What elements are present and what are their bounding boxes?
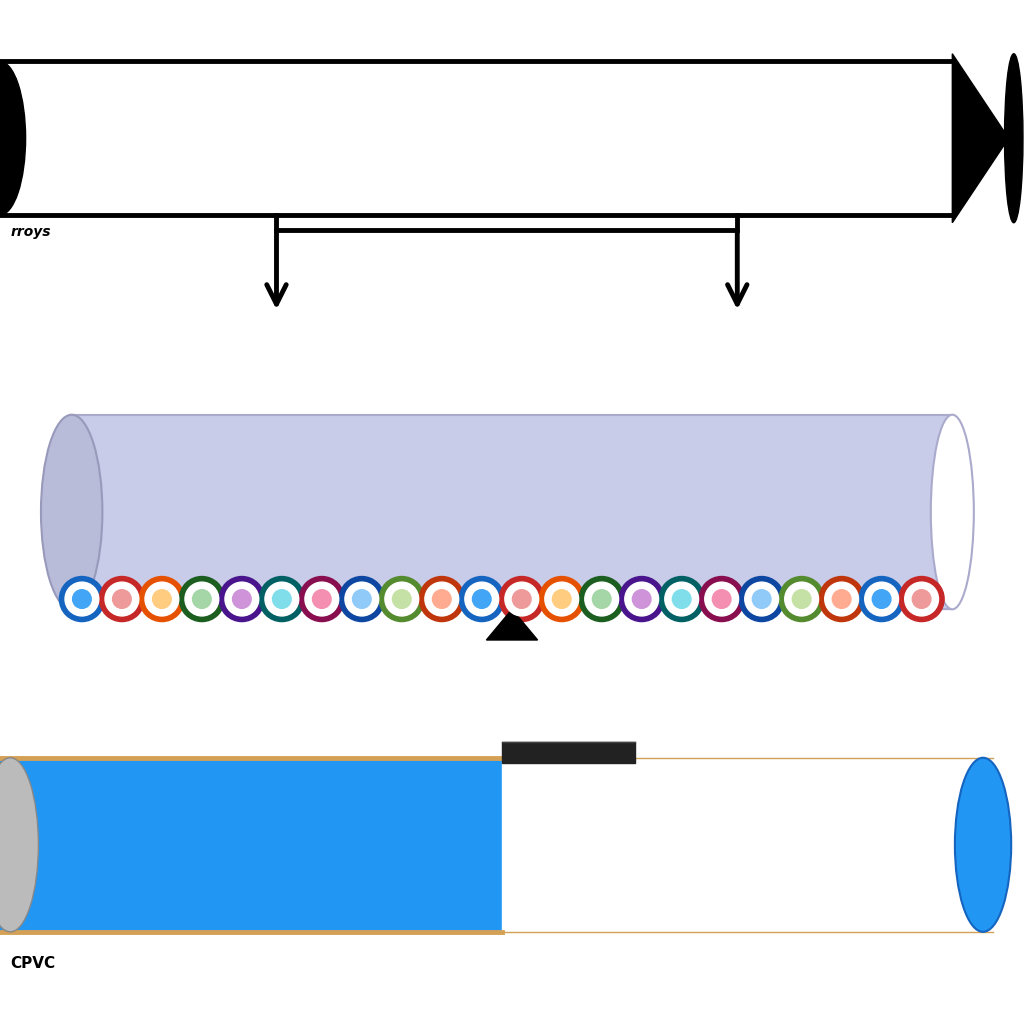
Circle shape: [779, 577, 824, 622]
Circle shape: [793, 590, 811, 608]
Text: CPVC: CPVC: [10, 955, 55, 971]
Circle shape: [665, 582, 698, 615]
Circle shape: [713, 590, 731, 608]
Circle shape: [673, 590, 691, 608]
Circle shape: [73, 590, 91, 608]
Circle shape: [219, 577, 264, 622]
Circle shape: [299, 577, 344, 622]
Circle shape: [552, 590, 571, 608]
Circle shape: [305, 582, 339, 615]
Circle shape: [232, 590, 251, 608]
Circle shape: [105, 582, 139, 615]
Circle shape: [179, 577, 224, 622]
Circle shape: [620, 577, 665, 622]
Circle shape: [744, 582, 778, 615]
Circle shape: [153, 590, 171, 608]
Ellipse shape: [954, 758, 1011, 932]
Circle shape: [66, 582, 98, 615]
Circle shape: [872, 590, 891, 608]
Circle shape: [432, 590, 452, 608]
Ellipse shape: [1005, 53, 1023, 223]
Circle shape: [753, 590, 771, 608]
Circle shape: [59, 577, 104, 622]
Circle shape: [392, 590, 411, 608]
Circle shape: [352, 590, 371, 608]
Circle shape: [265, 582, 299, 615]
Circle shape: [824, 582, 858, 615]
Circle shape: [580, 577, 625, 622]
Polygon shape: [952, 53, 1009, 223]
Circle shape: [339, 577, 384, 622]
Circle shape: [99, 577, 144, 622]
Circle shape: [145, 582, 179, 615]
Circle shape: [312, 590, 331, 608]
Circle shape: [540, 577, 585, 622]
Circle shape: [705, 582, 738, 615]
Circle shape: [259, 577, 304, 622]
Circle shape: [505, 582, 539, 615]
Circle shape: [625, 582, 658, 615]
Circle shape: [500, 577, 545, 622]
Circle shape: [912, 590, 931, 608]
Circle shape: [699, 577, 744, 622]
Circle shape: [113, 590, 131, 608]
Circle shape: [139, 577, 184, 622]
Circle shape: [739, 577, 784, 622]
Circle shape: [659, 577, 705, 622]
Circle shape: [419, 577, 464, 622]
Circle shape: [459, 577, 504, 622]
Circle shape: [512, 590, 531, 608]
Polygon shape: [486, 609, 538, 640]
Circle shape: [899, 577, 944, 622]
Circle shape: [784, 582, 818, 615]
Ellipse shape: [0, 61, 26, 215]
Circle shape: [545, 582, 579, 615]
Circle shape: [819, 577, 864, 622]
Circle shape: [472, 590, 492, 608]
Circle shape: [193, 590, 211, 608]
Circle shape: [385, 582, 419, 615]
Circle shape: [833, 590, 851, 608]
Circle shape: [465, 582, 499, 615]
Circle shape: [633, 590, 651, 608]
Ellipse shape: [931, 415, 974, 609]
Ellipse shape: [41, 415, 102, 609]
Circle shape: [593, 590, 611, 608]
Circle shape: [864, 582, 898, 615]
Circle shape: [272, 590, 291, 608]
Circle shape: [225, 582, 259, 615]
Circle shape: [185, 582, 219, 615]
Text: rroys: rroys: [10, 224, 51, 239]
Circle shape: [585, 582, 618, 615]
Ellipse shape: [0, 758, 39, 932]
Circle shape: [345, 582, 379, 615]
Circle shape: [379, 577, 424, 622]
Circle shape: [905, 582, 938, 615]
Circle shape: [425, 582, 459, 615]
Circle shape: [859, 577, 904, 622]
